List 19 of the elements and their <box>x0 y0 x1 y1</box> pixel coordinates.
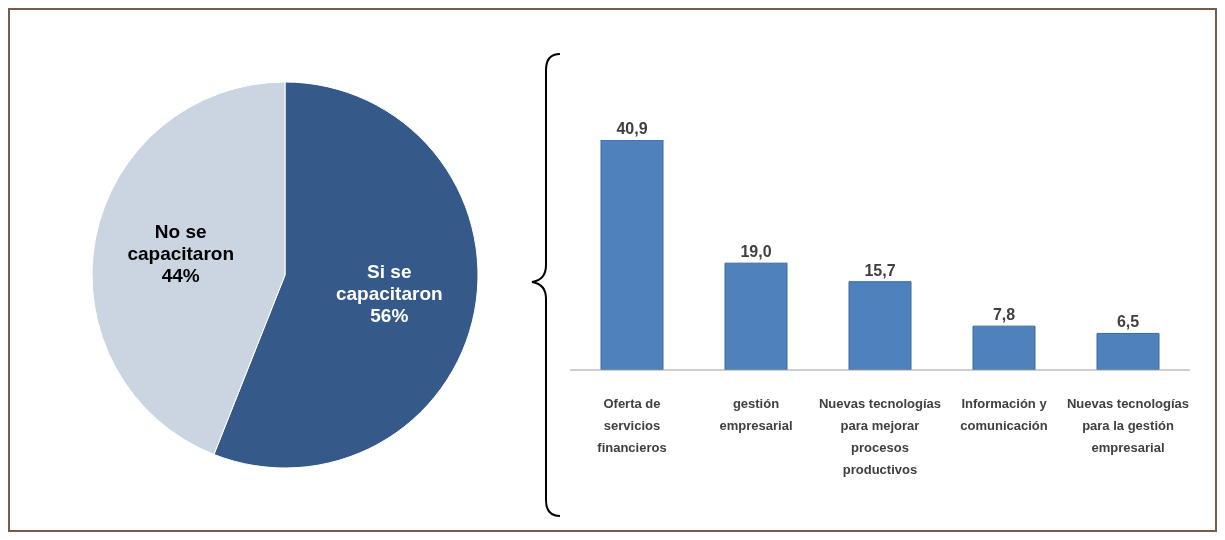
bar <box>600 140 664 370</box>
data-label: 40,9 <box>616 120 648 137</box>
x-tick-label: Información y comunicación <box>960 396 1048 433</box>
data-label: 6,5 <box>1116 313 1140 331</box>
x-tick-label: gestión empresarial <box>719 396 793 433</box>
data-label: 7,8 <box>992 306 1016 324</box>
slice-label: Si se capacitaron <box>335 260 443 304</box>
data-label: 15,7 <box>864 261 896 279</box>
bar <box>972 325 1036 370</box>
data-label: 56% <box>370 304 409 326</box>
x-tick-label: Nuevas tecnologías para la gestión empresarial <box>1066 396 1190 455</box>
data-label: 19,0 <box>740 243 772 261</box>
slice-label: No se capacitaron <box>127 221 235 265</box>
x-tick-label: Oferta de servicios financieros <box>597 396 667 455</box>
bar <box>1096 332 1160 370</box>
bar <box>724 262 788 370</box>
data-label: 44% <box>161 265 200 287</box>
bar <box>848 281 912 370</box>
x-tick-label: Nuevas tecnologías para mejorar procesos productivos <box>818 396 942 477</box>
